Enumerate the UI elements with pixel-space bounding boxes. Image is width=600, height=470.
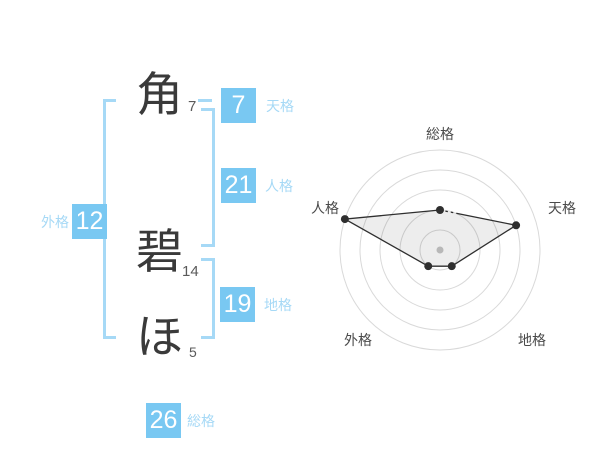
soukaku-label: 総格 — [187, 413, 215, 429]
radar-axis-label-jinkaku: 人格 — [311, 200, 339, 216]
stroke-count: 14 — [182, 263, 199, 280]
tenkaku-label: 天格 — [266, 98, 294, 114]
jinkaku-bracket — [201, 108, 215, 247]
stroke-count: 7 — [188, 98, 197, 115]
radar-chart: 総格 天格 地格 外格 人格 — [311, 110, 580, 370]
jinkaku-label: 人格 — [265, 178, 293, 194]
radar-axis-label-soukaku: 総格 — [426, 126, 454, 142]
radar-axis-label-chikaku: 地格 — [518, 332, 546, 348]
name-character: ほ — [136, 310, 183, 363]
radar-axis-label-gaikaku: 外格 — [344, 332, 372, 348]
chikaku-value-square: 19 — [220, 287, 255, 322]
jinkaku-value-square: 21 — [221, 168, 256, 203]
gaikaku-value-square: 12 — [72, 204, 107, 239]
radar-svg — [339, 149, 541, 351]
chikaku-label: 地格 — [264, 297, 292, 313]
gaikaku-label: 外格 — [41, 214, 69, 230]
name-character: 角 — [136, 68, 183, 121]
stroke-count: 5 — [189, 344, 197, 360]
soukaku-value-square: 26 — [146, 403, 181, 438]
name-character: 碧 — [136, 225, 183, 278]
chikaku-bracket — [201, 258, 215, 339]
tenkaku-value-square: 7 — [221, 88, 256, 123]
radar-axis-label-tenkaku: 天格 — [548, 200, 576, 216]
tenkaku-connector — [198, 99, 212, 102]
